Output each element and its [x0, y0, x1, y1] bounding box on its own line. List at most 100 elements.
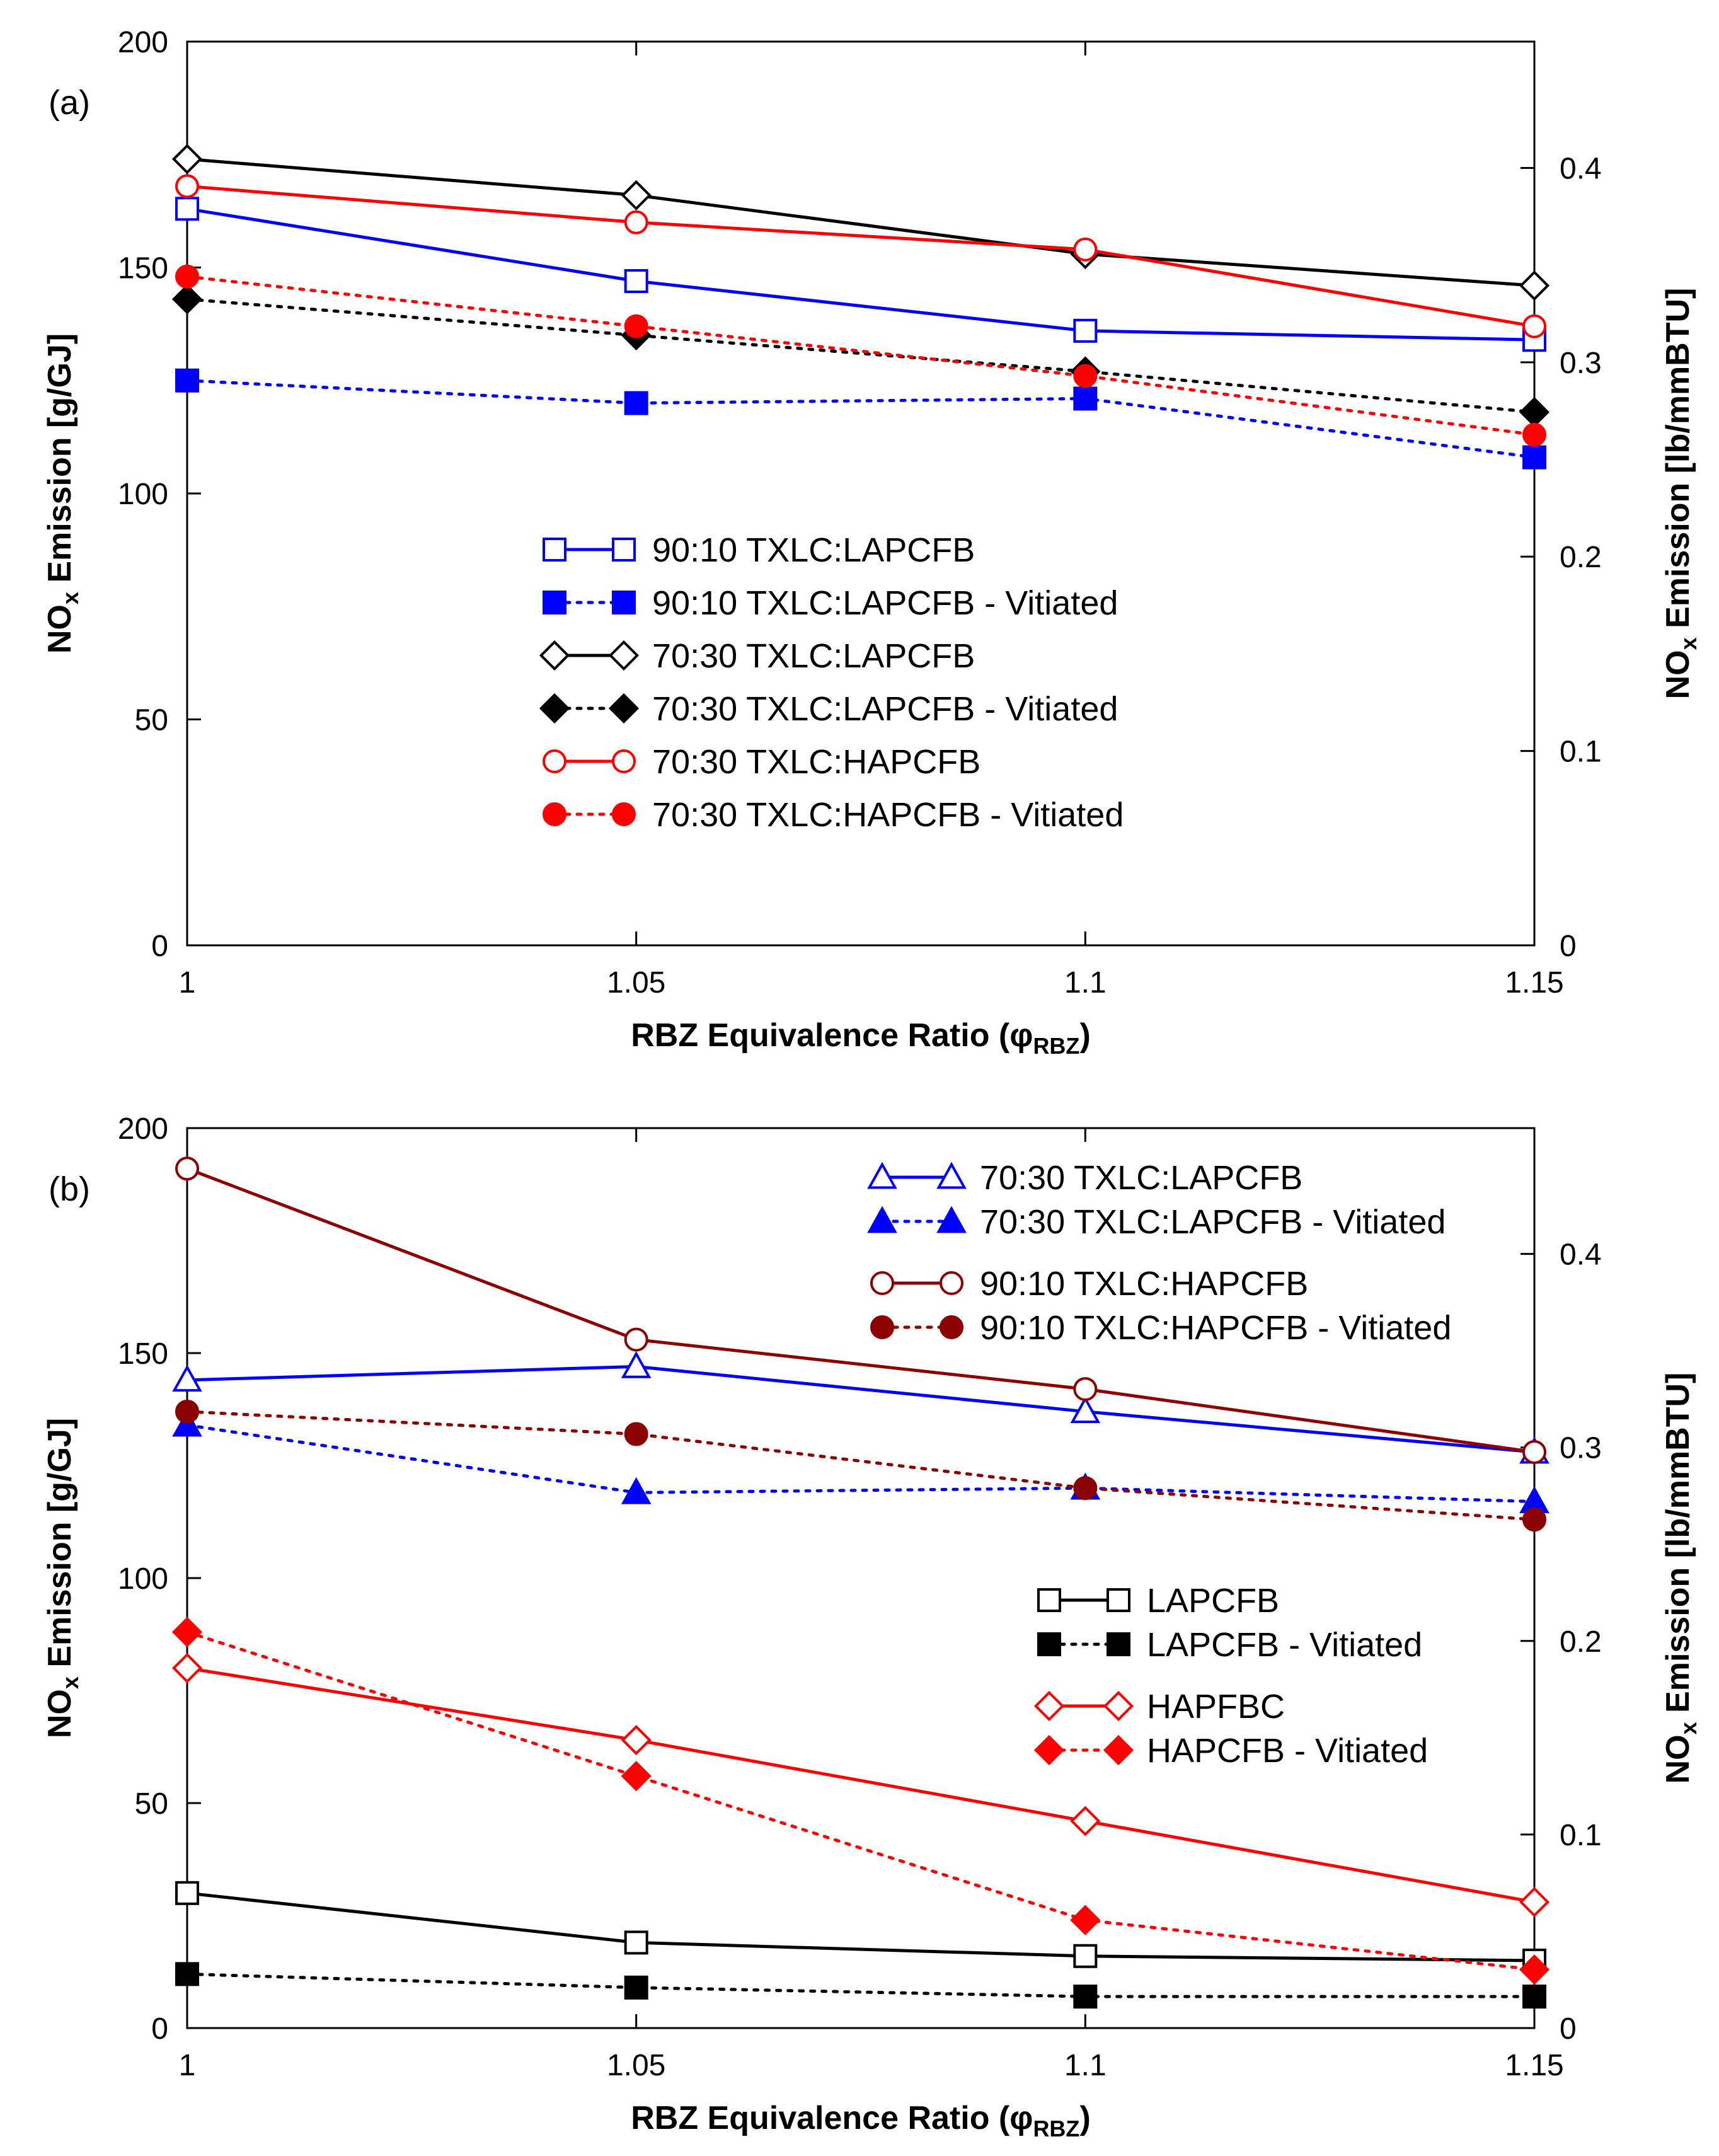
y2-tick-label: 0.4: [1560, 1238, 1602, 1272]
legend-label: 70:30 TXLC:LAPCFB - Vitiated: [980, 1203, 1446, 1241]
x-axis-title: RBZ Equivalence Ratio (φRBZ): [631, 2100, 1091, 2142]
x-tick-label: 1.15: [1505, 2049, 1563, 2082]
legend-marker: [612, 538, 636, 562]
y-tick-label: 200: [118, 26, 168, 59]
y-tick-label: 0: [151, 930, 168, 963]
data-point: [1073, 1944, 1098, 1968]
x-tick-label: 1.05: [607, 2049, 665, 2082]
legend-marker: [612, 802, 636, 826]
x-axis-title-close: ): [1079, 1017, 1090, 1054]
x-axis-title-subscript: RBZ: [1033, 2116, 1079, 2142]
legend-label: 90:10 TXLC:HAPCFB - Vitiated: [980, 1309, 1451, 1347]
legend-marker: [1033, 1690, 1065, 1722]
y-tick-label: 150: [118, 252, 168, 285]
data-point: [1070, 1806, 1101, 1836]
y-axis-title-subscript: x: [57, 592, 83, 604]
data-point: [1070, 1905, 1101, 1935]
x-tick-label: 1.1: [1064, 2049, 1107, 2082]
series-line: [187, 1891, 1535, 1963]
legend-marker: [1103, 1690, 1134, 1722]
data-point: [1522, 422, 1546, 447]
y-axis-title-rest: Emission [g/GJ]: [42, 1418, 78, 1676]
panel-b: 1 1.05 1.1 1.1505010015020000.10.20.30.4(b)…: [42, 1112, 1701, 2142]
y2-tick-label: 0.1: [1560, 1819, 1602, 1852]
legend-label: 70:30 TXLC:LAPCFB: [652, 637, 975, 675]
legend-marker: [870, 1271, 894, 1295]
legend-marker: [543, 749, 566, 773]
y-tick-label: 200: [118, 1112, 168, 1146]
y2-tick-label: 0.4: [1560, 152, 1602, 185]
series-90-10-txlc-hapcfb: [175, 1156, 1546, 1465]
panel-a: 1 1.05 1.1 1.1505010015020000.10.20.30.4(a)…: [42, 26, 1701, 1059]
series-90-10-txlc-hapcfb-vitiated: [175, 1399, 1546, 1532]
y-axis-title-text: NO: [42, 1689, 78, 1738]
y-tick-label: 100: [118, 478, 168, 511]
legend: 70:30 TXLC:LAPCFB 70:30 TXLC:LAPCFB - Vit…: [867, 1159, 1451, 1770]
x-axis-title-text: RBZ Equivalence Ratio (: [631, 1017, 1010, 1054]
legend-marker: [1103, 1734, 1134, 1766]
data-point: [175, 1399, 199, 1424]
x-tick-label: 1.1: [1064, 966, 1107, 1000]
y2-tick-label: 0: [1560, 2012, 1577, 2046]
data-point: [171, 1652, 203, 1683]
data-point: [624, 1930, 648, 1955]
data-point: [1073, 386, 1098, 411]
data-point: [1522, 1985, 1546, 2009]
legend-label: HAPCFB - Vitiated: [1147, 1732, 1428, 1770]
legend-marker: [543, 802, 566, 826]
data-point: [1073, 1377, 1098, 1402]
legend-label: 70:30 TXLC:LAPCFB: [980, 1159, 1302, 1197]
series-70-30-txlc-hapcfb: [175, 174, 1546, 338]
legend-label: HAPFBC: [1147, 1688, 1285, 1726]
data-point: [624, 210, 648, 234]
data-point: [1073, 364, 1098, 388]
series-line: [185, 1972, 1536, 1998]
data-point: [1522, 1440, 1546, 1465]
data-point: [1073, 318, 1098, 343]
data-point: [624, 269, 648, 294]
series-line: [187, 1666, 1535, 1904]
series-line: [185, 1410, 1536, 1521]
y2-tick-label: 0.2: [1560, 541, 1602, 574]
y2-tick-label: 0: [1560, 930, 1577, 963]
x-tick-label: 1: [179, 966, 196, 1000]
x-axis-title: RBZ Equivalence Ratio (φRBZ): [631, 1017, 1091, 1059]
y-axis-title-text: NO: [42, 604, 78, 654]
y-axis-title: NOx Emission [g/GJ]: [42, 1418, 83, 1738]
legend-marker: [543, 591, 566, 614]
legend-marker: [539, 640, 570, 671]
legend-label: 90:10 TXLC:LAPCFB: [652, 531, 975, 569]
y-tick-label: 100: [118, 1562, 168, 1596]
y-axis-title-rest: Emission [g/GJ]: [42, 333, 78, 592]
series-line: [187, 157, 1535, 287]
legend-marker: [1033, 1734, 1065, 1766]
y2-axis-title: NOx Emission [lb/mmBTU]: [1660, 1373, 1701, 1784]
data-point: [1522, 445, 1546, 470]
data-point: [621, 1477, 652, 1504]
data-point: [172, 1364, 202, 1392]
legend-marker: [870, 1315, 894, 1339]
legend-marker: [543, 538, 566, 562]
legend-marker: [1037, 1632, 1061, 1656]
legend-marker: [1107, 1632, 1130, 1656]
y2-axis-title-rest: Emission [lb/mmBTU]: [1660, 1373, 1696, 1722]
x-axis-title-subscript: RBZ: [1033, 1033, 1079, 1059]
data-point: [621, 1761, 652, 1792]
x-axis-title-phi: φ: [1009, 1017, 1033, 1054]
legend-label: 90:10 TXLC:LAPCFB - Vitiated: [652, 584, 1118, 622]
x-tick-label: 1.15: [1505, 966, 1563, 1000]
data-point: [175, 368, 199, 393]
legend-label: 70:30 TXLC:HAPCFB: [652, 743, 980, 781]
legend-marker: [940, 1271, 963, 1295]
data-point: [175, 1881, 199, 1905]
legend: 90:10 TXLC:LAPCFB 90:10 TXLC:LAPCFB - Vit…: [539, 531, 1124, 834]
series-hapcfb-vitiated: [171, 1617, 1550, 1985]
series-line: [185, 1423, 1536, 1504]
data-point: [621, 1724, 652, 1756]
legend-label: LAPCFB: [1147, 1582, 1279, 1620]
y-axis-title: NOx Emission [g/GJ]: [42, 333, 83, 654]
data-point: [171, 284, 203, 314]
x-tick-label: 1.05: [607, 966, 665, 1000]
